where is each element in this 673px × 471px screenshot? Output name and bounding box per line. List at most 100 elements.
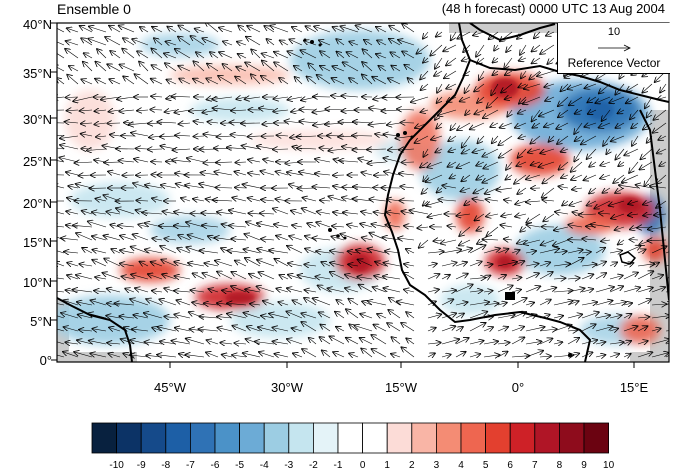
wind-vector-arrow <box>618 162 625 166</box>
wind-vector-arrow <box>558 109 569 117</box>
wind-vector-arrow <box>172 341 191 344</box>
wind-vector-arrow <box>387 199 401 201</box>
wind-vector-arrow <box>558 186 569 188</box>
wind-vector-arrow <box>571 174 583 180</box>
wind-vector-arrow <box>270 26 289 33</box>
wind-vector-arrow <box>308 63 317 72</box>
wind-vector-arrow <box>534 31 541 38</box>
wind-vector-arrow <box>343 62 359 72</box>
wind-vector-arrow <box>108 354 121 358</box>
colorbar-tick-label: 1 <box>384 460 390 471</box>
wind-vector-arrow <box>506 44 513 52</box>
colorbar-swatch <box>239 422 265 454</box>
wind-vector-arrow <box>146 299 163 306</box>
wind-vector-arrow <box>145 250 163 254</box>
wind-vector-arrow <box>419 239 429 248</box>
wind-vector-arrow <box>665 302 669 305</box>
wind-vector-arrow <box>269 314 289 319</box>
wind-vector-arrow <box>611 213 625 219</box>
wind-vector-arrow <box>581 264 597 266</box>
wind-vector-arrow <box>215 238 233 240</box>
wind-vector-arrow <box>411 96 429 102</box>
wind-vector-arrow <box>348 299 359 306</box>
wind-vector-arrow <box>469 323 486 332</box>
wind-vector-arrow <box>651 339 669 345</box>
wind-vector-arrow <box>446 57 457 66</box>
wind-vector-arrow <box>145 185 163 188</box>
wind-vector-arrow <box>357 277 373 279</box>
wind-vector-arrow <box>448 135 457 141</box>
wind-vector-arrow <box>122 49 135 59</box>
wind-vector-arrow <box>97 49 107 59</box>
wind-vector-arrow <box>473 149 485 152</box>
wind-vector-arrow <box>626 96 639 103</box>
wind-vector-arrow <box>332 237 345 241</box>
wind-vector-arrow <box>299 172 317 175</box>
wind-vector-arrow <box>459 239 471 245</box>
wind-vector-arrow <box>369 199 387 201</box>
wind-vector-arrow <box>398 40 415 46</box>
colorbar-swatch <box>411 422 437 454</box>
wind-vector-arrow <box>532 44 541 52</box>
wind-vector-arrow <box>519 136 527 138</box>
wind-vector-arrow <box>152 238 163 240</box>
colorbar-tick-label: 0 <box>359 460 366 471</box>
wind-vector-arrow <box>595 287 614 293</box>
wind-vector-arrow <box>547 57 555 64</box>
wind-vector-arrow <box>248 198 261 201</box>
wind-vector-arrow <box>443 44 457 51</box>
wind-vector-arrow <box>469 312 487 319</box>
colorbar-swatch <box>435 422 462 454</box>
wind-vector-arrow <box>287 339 303 345</box>
wind-vector-arrow <box>278 302 289 305</box>
wind-vector-arrow <box>384 172 401 175</box>
wind-vector-arrow <box>637 271 653 280</box>
wind-vector-arrow <box>385 251 401 253</box>
wind-vector-arrow <box>486 214 499 217</box>
wind-vector-arrow <box>531 135 541 144</box>
wind-vector-arrow <box>257 286 275 293</box>
colorbar-swatch <box>583 422 610 454</box>
wind-vector-arrow <box>567 278 580 279</box>
wind-vector-arrow <box>106 316 121 318</box>
wind-vector-arrow <box>525 264 539 266</box>
wind-vector-arrow <box>82 211 93 214</box>
wind-vector-arrow <box>555 212 569 214</box>
wind-vector-arrow <box>572 188 583 190</box>
wind-vector-arrow <box>476 44 485 57</box>
wind-vector-arrow <box>307 77 317 85</box>
wind-vector-arrow <box>238 26 247 33</box>
wind-vector-arrow <box>223 64 233 72</box>
wind-vector-arrow <box>388 78 401 85</box>
wind-vector-arrow <box>496 188 513 190</box>
wind-vector-arrow <box>362 75 373 85</box>
wind-vector-arrow <box>474 83 485 92</box>
wind-vector-arrow <box>499 135 513 145</box>
wind-vector-arrow <box>637 249 646 253</box>
wind-vector-arrow <box>92 260 107 267</box>
wind-vector-arrow <box>511 298 527 306</box>
wind-vector-arrow <box>232 326 247 332</box>
wind-vector-arrow <box>483 291 493 292</box>
wind-vector-arrow <box>523 96 541 104</box>
lat-label-0: 0° <box>39 353 52 368</box>
wind-vector-arrow <box>539 272 553 280</box>
wind-vector-arrow <box>399 149 415 150</box>
wind-vector-arrow <box>542 174 555 183</box>
wind-vector-arrow <box>401 123 415 124</box>
wind-vector-arrow <box>461 188 471 191</box>
wind-vector-arrow <box>139 62 149 72</box>
wind-vector-arrow <box>89 341 107 344</box>
wind-vector-arrow <box>397 109 415 110</box>
wind-vector-arrow <box>506 175 513 180</box>
wind-vector-arrow <box>260 213 275 214</box>
wind-vector-arrow <box>317 75 331 85</box>
wind-vector-arrow <box>379 66 387 72</box>
colorbar <box>91 422 610 454</box>
wind-vector-arrow <box>427 251 444 253</box>
wind-vector-arrow <box>175 328 191 331</box>
wind-vector-arrow <box>567 330 577 331</box>
wind-vector-arrow <box>151 262 163 266</box>
wind-vector-arrow <box>584 174 597 180</box>
wind-vector-arrow <box>497 262 517 267</box>
